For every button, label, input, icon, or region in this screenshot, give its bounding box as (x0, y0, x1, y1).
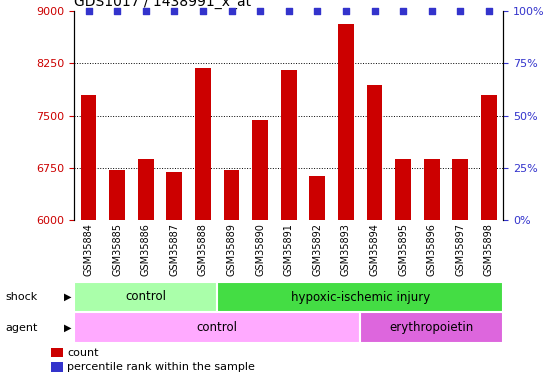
Text: GSM35894: GSM35894 (370, 223, 379, 276)
Text: shock: shock (6, 292, 38, 302)
Point (456, 8, 465, 14)
Text: GSM35891: GSM35891 (284, 223, 294, 276)
Point (227, 8, 236, 14)
Text: GSM35897: GSM35897 (455, 223, 465, 276)
Point (370, 8, 379, 14)
Point (113, 8, 122, 14)
Point (199, 8, 207, 14)
Point (399, 8, 408, 14)
Text: count: count (67, 348, 99, 358)
Point (284, 8, 293, 14)
Point (141, 8, 150, 14)
Text: GSM35889: GSM35889 (227, 223, 236, 276)
Bar (51, 362, 63, 372)
Bar (338, 24, 354, 220)
Text: GSM35896: GSM35896 (427, 223, 437, 276)
Text: agent: agent (6, 323, 38, 333)
Bar (51, 348, 63, 357)
Text: GSM35888: GSM35888 (198, 223, 208, 276)
Text: ▶: ▶ (64, 292, 72, 302)
Bar (252, 120, 268, 220)
Point (485, 8, 493, 14)
Bar (74, 312, 360, 343)
Point (313, 8, 322, 14)
Text: control: control (197, 321, 238, 334)
Point (84, 8, 93, 14)
Bar (424, 159, 439, 220)
Text: percentile rank within the sample: percentile rank within the sample (67, 362, 255, 372)
Text: hypoxic-ischemic injury: hypoxic-ischemic injury (290, 291, 430, 303)
Bar (310, 176, 325, 220)
Point (170, 8, 179, 14)
Bar (217, 282, 503, 312)
Text: GSM35893: GSM35893 (341, 223, 351, 276)
Point (427, 8, 436, 14)
Bar (395, 159, 411, 220)
Bar (74, 282, 217, 312)
Bar (481, 95, 497, 220)
Bar (109, 170, 125, 220)
Text: GSM35886: GSM35886 (141, 223, 151, 276)
Bar (167, 172, 182, 220)
Bar (453, 159, 468, 220)
Point (256, 8, 265, 14)
Text: GDS1017 / 1438991_x_at: GDS1017 / 1438991_x_at (74, 0, 251, 9)
Text: control: control (125, 291, 166, 303)
Text: GSM35887: GSM35887 (169, 223, 179, 276)
Point (342, 8, 350, 14)
Bar (195, 68, 211, 220)
Bar (281, 70, 296, 220)
Bar (81, 94, 96, 220)
Bar (224, 170, 239, 220)
Text: GSM35892: GSM35892 (312, 223, 322, 276)
Text: ▶: ▶ (64, 323, 72, 333)
Text: GSM35895: GSM35895 (398, 223, 408, 276)
Text: GSM35898: GSM35898 (484, 223, 494, 276)
Text: GSM35890: GSM35890 (255, 223, 265, 276)
Bar (138, 159, 153, 220)
Text: erythropoietin: erythropoietin (389, 321, 474, 334)
Bar (367, 85, 382, 220)
Bar (360, 312, 503, 343)
Text: GSM35884: GSM35884 (84, 223, 94, 276)
Text: GSM35885: GSM35885 (112, 223, 122, 276)
